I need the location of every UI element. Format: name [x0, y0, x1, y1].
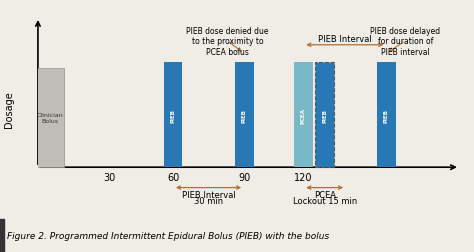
Text: PIEB Interval: PIEB Interval [318, 35, 372, 44]
Text: 120: 120 [294, 172, 313, 182]
Text: PCEA: PCEA [314, 190, 336, 199]
Text: PIEB dose delayed
for duration of
PIEB interval: PIEB dose delayed for duration of PIEB i… [370, 27, 440, 56]
Text: PIEB: PIEB [171, 108, 175, 122]
Text: PIEB Interval: PIEB Interval [182, 190, 236, 199]
Bar [315, 63, 334, 168]
Text: Clinician
Bolus: Clinician Bolus [36, 113, 63, 123]
Text: 30: 30 [103, 172, 115, 182]
Bar [0, 219, 4, 252]
Text: Lockout 15 min: Lockout 15 min [292, 197, 357, 206]
Bar [36, 69, 64, 168]
Text: Figure 2. Programmed Intermittent Epidural Bolus (PIEB) with the bolus: Figure 2. Programmed Intermittent Epidur… [7, 231, 329, 240]
Text: Dosage: Dosage [4, 91, 15, 128]
Text: PIEB dose denied due
to the proximity to
PCEA bolus: PIEB dose denied due to the proximity to… [186, 27, 269, 56]
Bar [294, 63, 313, 168]
Bar [164, 63, 182, 168]
Text: 60: 60 [167, 172, 179, 182]
Text: PIEB: PIEB [322, 108, 327, 122]
Text: PCEA: PCEA [301, 107, 306, 123]
Text: 30 min: 30 min [194, 197, 223, 206]
Text: PIEB: PIEB [242, 108, 246, 122]
Bar [377, 63, 396, 168]
Bar [235, 63, 254, 168]
Text: PIEB: PIEB [384, 108, 389, 122]
Text: 90: 90 [238, 172, 250, 182]
